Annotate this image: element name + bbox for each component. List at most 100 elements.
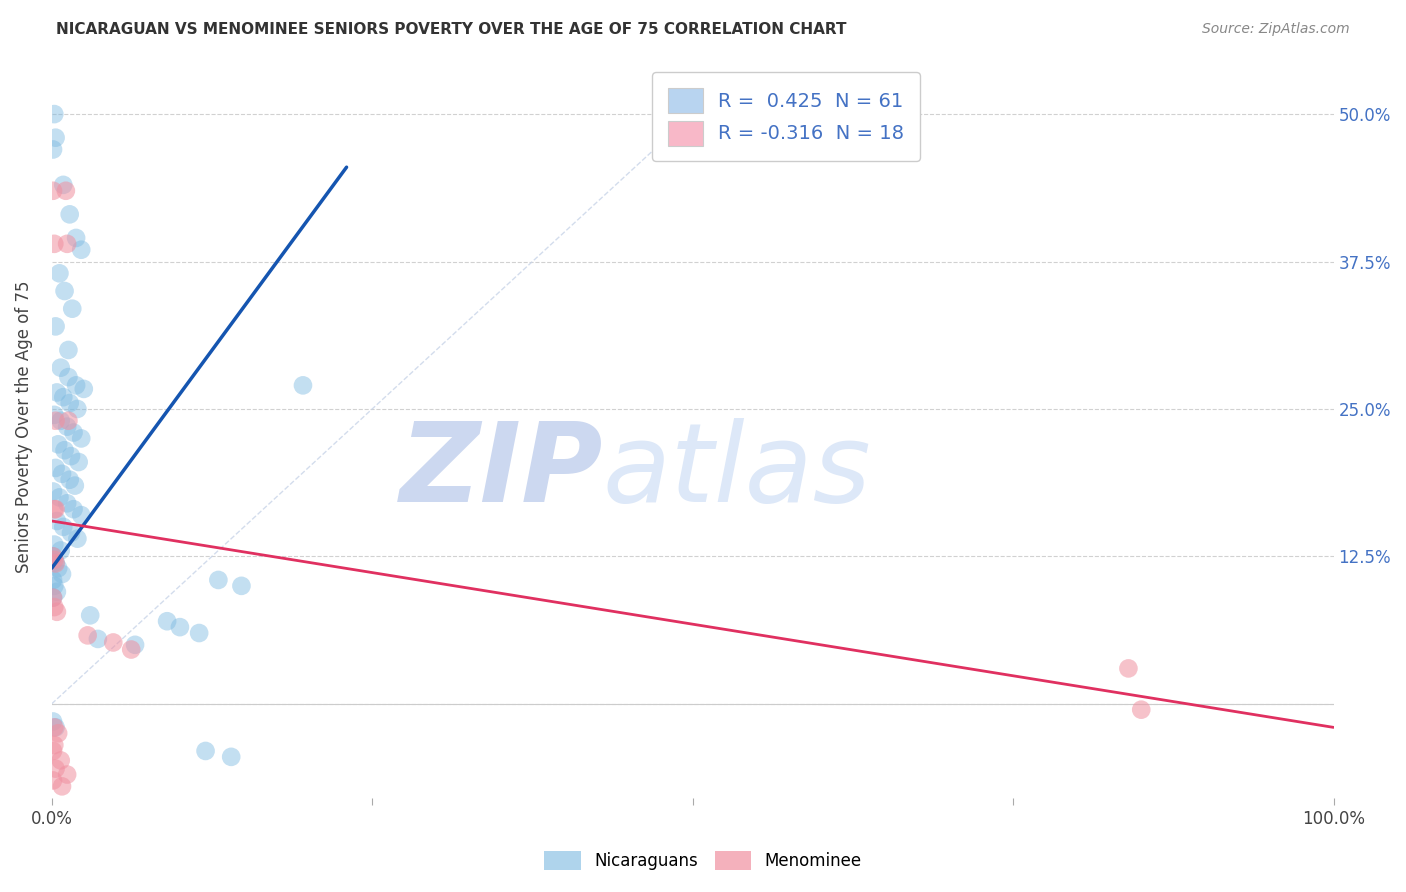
- Point: [42, 549, 65, 564]
- Point: [42, 591, 65, 605]
- Point: [70, 508, 93, 522]
- Point: [49, 543, 72, 558]
- Y-axis label: Seniors Poverty Over the Age of 75: Seniors Poverty Over the Age of 75: [15, 280, 32, 573]
- Point: [45, 720, 67, 734]
- Point: [56, 419, 79, 434]
- Text: ZIP: ZIP: [399, 417, 603, 524]
- Point: [44, 579, 66, 593]
- Point: [1130, 703, 1153, 717]
- Point: [45, 584, 67, 599]
- Point: [188, 626, 211, 640]
- Legend: R =  0.425  N = 61, R = -0.316  N = 18: R = 0.425 N = 61, R = -0.316 N = 18: [652, 72, 920, 161]
- Point: [120, 642, 142, 657]
- Point: [65, 378, 87, 392]
- Point: [45, 319, 67, 334]
- Point: [156, 614, 179, 628]
- Point: [207, 573, 229, 587]
- Point: [45, 557, 67, 571]
- Point: [44, 553, 66, 567]
- Point: [58, 343, 80, 357]
- Point: [44, 738, 66, 752]
- Text: NICARAGUAN VS MENOMINEE SENIORS POVERTY OVER THE AGE OF 75 CORRELATION CHART: NICARAGUAN VS MENOMINEE SENIORS POVERTY …: [56, 22, 846, 37]
- Point: [59, 473, 82, 487]
- Point: [42, 591, 65, 605]
- Point: [124, 638, 146, 652]
- Point: [42, 714, 65, 729]
- Point: [45, 385, 67, 400]
- Point: [45, 555, 67, 569]
- Point: [55, 184, 77, 198]
- Point: [58, 370, 80, 384]
- Point: [194, 744, 217, 758]
- Point: [49, 360, 72, 375]
- Point: [231, 579, 253, 593]
- Point: [48, 266, 70, 280]
- Point: [58, 414, 80, 428]
- Legend: Nicaraguans, Menominee: Nicaraguans, Menominee: [537, 844, 869, 877]
- Point: [44, 538, 66, 552]
- Point: [42, 184, 65, 198]
- Point: [42, 549, 65, 564]
- Point: [219, 749, 242, 764]
- Point: [44, 502, 66, 516]
- Point: [51, 567, 73, 582]
- Point: [53, 443, 76, 458]
- Point: [46, 437, 69, 451]
- Point: [59, 525, 82, 540]
- Point: [44, 107, 66, 121]
- Point: [60, 301, 83, 316]
- Point: [62, 502, 84, 516]
- Point: [46, 561, 69, 575]
- Point: [45, 514, 67, 528]
- Point: [63, 478, 86, 492]
- Text: atlas: atlas: [603, 417, 872, 524]
- Point: [73, 382, 96, 396]
- Point: [51, 780, 73, 794]
- Point: [42, 773, 65, 788]
- Point: [53, 284, 76, 298]
- Point: [66, 532, 89, 546]
- Point: [70, 243, 93, 257]
- Point: [44, 236, 66, 251]
- Point: [48, 491, 70, 505]
- Point: [59, 396, 82, 410]
- Point: [103, 635, 125, 649]
- Point: [56, 496, 79, 510]
- Point: [59, 207, 82, 221]
- Point: [46, 726, 69, 740]
- Point: [65, 231, 87, 245]
- Point: [52, 390, 75, 404]
- Point: [51, 467, 73, 481]
- Point: [42, 484, 65, 499]
- Point: [52, 178, 75, 192]
- Point: [45, 502, 67, 516]
- Point: [49, 414, 72, 428]
- Point: [87, 632, 110, 646]
- Point: [45, 414, 67, 428]
- Point: [62, 425, 84, 440]
- Point: [44, 408, 66, 422]
- Point: [79, 608, 101, 623]
- Text: Source: ZipAtlas.com: Source: ZipAtlas.com: [1202, 22, 1350, 37]
- Point: [291, 378, 314, 392]
- Point: [42, 143, 65, 157]
- Point: [45, 605, 67, 619]
- Point: [44, 720, 66, 734]
- Point: [42, 573, 65, 587]
- Point: [66, 401, 89, 416]
- Point: [67, 455, 90, 469]
- Point: [169, 620, 191, 634]
- Point: [44, 600, 66, 615]
- Point: [45, 130, 67, 145]
- Point: [76, 628, 98, 642]
- Point: [49, 753, 72, 767]
- Point: [45, 461, 67, 475]
- Point: [70, 432, 93, 446]
- Point: [56, 236, 79, 251]
- Point: [45, 762, 67, 776]
- Point: [59, 449, 82, 463]
- Point: [52, 520, 75, 534]
- Point: [1118, 661, 1140, 675]
- Point: [42, 744, 65, 758]
- Point: [56, 767, 79, 781]
